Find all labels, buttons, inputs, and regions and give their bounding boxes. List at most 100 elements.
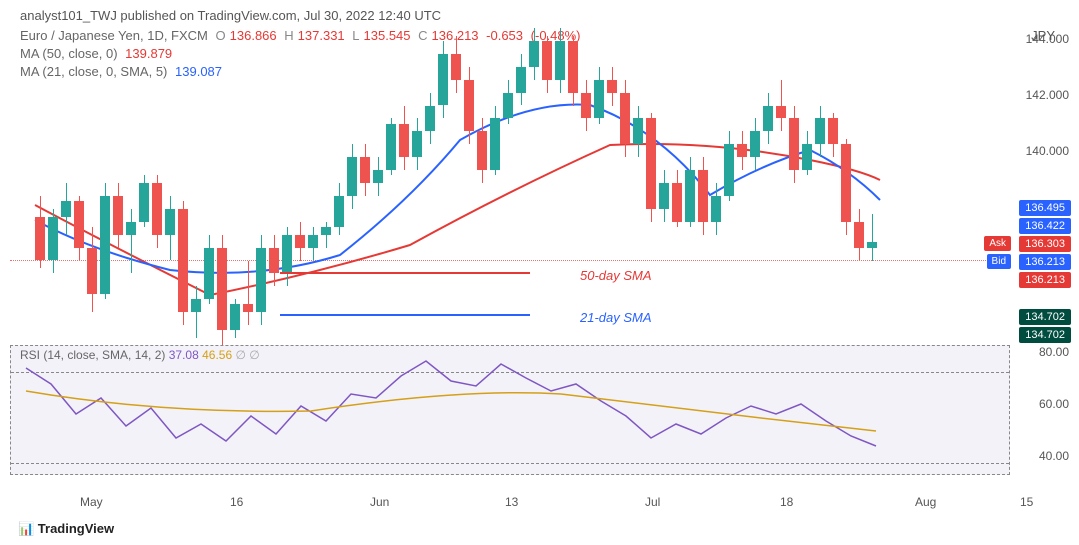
rsi-null2: ∅ [249,348,259,362]
rsi-v1: 37.08 [169,348,199,362]
candle [295,20,305,340]
x-tick: May [80,495,103,509]
candle [828,20,838,340]
candle [321,20,331,340]
candle [35,20,45,340]
candle [867,20,877,340]
candle [776,20,786,340]
candle [490,20,500,340]
candle [607,20,617,340]
candle [672,20,682,340]
bid-badge: Bid [987,254,1011,269]
candle [711,20,721,340]
candle [594,20,604,340]
candle [61,20,71,340]
candle [126,20,136,340]
price-chart[interactable] [10,20,1010,340]
candle [386,20,396,340]
candle [308,20,318,340]
candle [737,20,747,340]
candle [542,20,552,340]
tradingview-logo: 📊 TradingView [18,521,114,537]
rsi-tick: 60.00 [1039,397,1069,411]
sma50-annotation: 50-day SMA [580,268,652,283]
candle [698,20,708,340]
x-tick: Jul [645,495,660,509]
candle [412,20,422,340]
candle [113,20,123,340]
candle [269,20,279,340]
candle [399,20,409,340]
candle [724,20,734,340]
candle [815,20,825,340]
candle [165,20,175,340]
candle [841,20,851,340]
rsi-label: RSI (14, close, SMA, 14, 2) [20,348,165,362]
candle [48,20,58,340]
candle [620,20,630,340]
candle [87,20,97,340]
price-label: 136.303 [1019,236,1071,252]
candle [425,20,435,340]
candle [529,20,539,340]
candle [191,20,201,340]
candle [204,20,214,340]
candle [360,20,370,340]
candle [152,20,162,340]
x-tick: 15 [1020,495,1033,509]
candle [74,20,84,340]
price-label: 136.213 [1019,254,1071,270]
rsi-y-axis: 80.00 60.00 40.00 [1009,345,1069,475]
candle [659,20,669,340]
y-tick: 142.000 [1026,88,1069,102]
sma21-legend-line [280,314,530,316]
candle [633,20,643,340]
candle [581,20,591,340]
candle [178,20,188,340]
rsi-band-70 [11,372,1009,373]
rsi-row: RSI (14, close, SMA, 14, 2) 37.08 46.56 … [20,348,260,362]
x-tick: 16 [230,495,243,509]
candle [555,20,565,340]
candle [750,20,760,340]
candle [763,20,773,340]
candle [100,20,110,340]
candle [334,20,344,340]
rsi-tick: 80.00 [1039,345,1069,359]
candle [646,20,656,340]
candle [451,20,461,340]
candle [503,20,513,340]
candle [243,20,253,340]
rsi-chart[interactable] [10,345,1010,475]
candle [217,20,227,340]
candle [802,20,812,340]
rsi-null1: ∅ [235,348,245,362]
rsi-band-30 [11,463,1009,464]
candle [256,20,266,340]
candle [789,20,799,340]
price-label: 136.495 [1019,200,1071,216]
x-tick: Aug [915,495,936,509]
price-label: 134.702 [1019,327,1071,343]
y-tick: 140.000 [1026,144,1069,158]
candle [373,20,383,340]
candle [685,20,695,340]
rsi-overlay [11,346,1011,476]
candle [568,20,578,340]
time-x-axis: May16Jun13Jul18Aug15 [10,495,1010,515]
price-label: 136.213 [1019,272,1071,288]
x-tick: 13 [505,495,518,509]
price-label: 136.422 [1019,218,1071,234]
candle [854,20,864,340]
candle [438,20,448,340]
price-label: 134.702 [1019,309,1071,325]
candle [230,20,240,340]
sma50-legend-line [280,272,530,274]
candle [516,20,526,340]
rsi-tick: 40.00 [1039,449,1069,463]
price-y-axis: 144.000142.000140.000 [1009,20,1069,340]
rsi-v2: 46.56 [202,348,232,362]
sma21-annotation: 21-day SMA [580,310,652,325]
candle [347,20,357,340]
x-tick: Jun [370,495,389,509]
